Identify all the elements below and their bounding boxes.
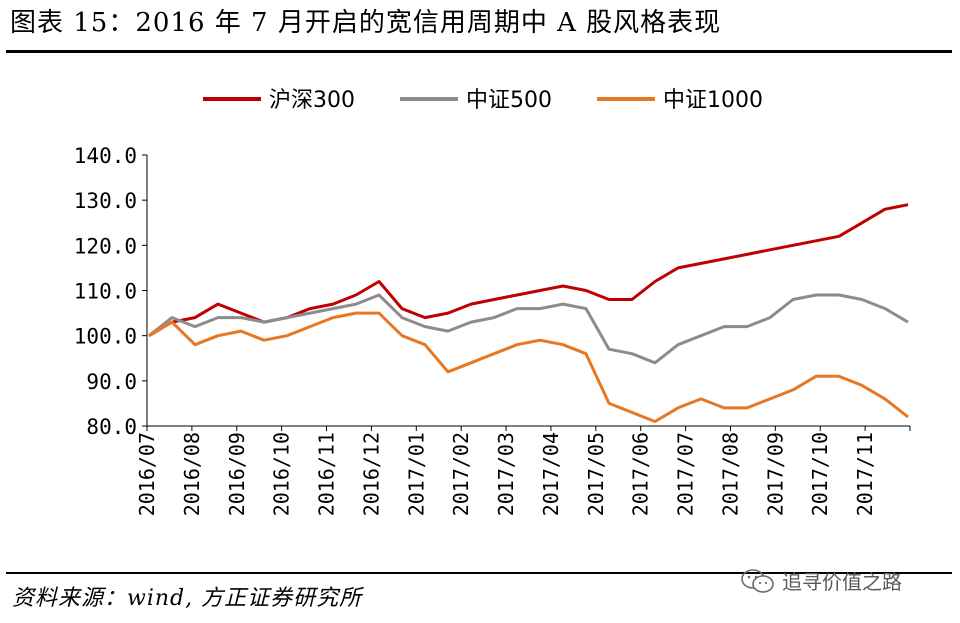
chart-legend: 沪深300 中证500 中证1000 [203,88,763,113]
y-tick-label: 90.0 [86,370,137,394]
title-rule [6,50,952,53]
wechat-icon [741,568,774,593]
x-tick-label: 2017/02 [449,432,473,516]
y-axis: 80.0 90.0 100.0 110.0 120.0 130.0 140.0 [74,144,148,439]
y-tick-label: 120.0 [74,234,137,258]
x-tick-label: 2016/10 [270,432,294,516]
legend-label: 中证500 [466,88,552,113]
series-line-3 [148,311,909,423]
figure-title: 图表 15：2016 年 7 月开启的宽信用周期中 A 股风格表现 [10,8,722,38]
x-tick-label: 2017/06 [629,432,653,516]
x-tick-label: 2017/11 [853,432,877,516]
x-tick-label: 2017/05 [584,432,608,516]
x-tick-label: 2016/08 [180,432,204,516]
watermark: 追寻价值之路 [740,566,902,595]
x-tick-label: 2016/09 [225,432,249,516]
y-tick-label: 80.0 [86,415,137,439]
source-note: 资料来源：wind, 方正证券研究所 [12,586,363,611]
x-tick-label: 2017/04 [539,432,563,516]
x-tick-label: 2017/10 [808,432,832,516]
y-tick-label: 110.0 [74,280,137,304]
series-layer [148,203,909,423]
y-tick-label: 140.0 [74,144,137,168]
source-rule [6,572,952,574]
x-tick-label: 2017/08 [718,432,742,516]
series-line-2 [148,293,909,365]
x-tick-label: 2016/11 [315,432,339,516]
x-axis: 2016/07 2016/08 2016/09 2016/10 2016/11 2016/… [135,425,911,516]
x-tick-label: 2017/07 [674,432,698,516]
y-tick-label: 130.0 [74,189,137,213]
x-tick-label: 2017/01 [404,432,428,516]
x-tick-label: 2017/09 [763,432,787,516]
watermark-text: 追寻价值之路 [782,570,902,594]
x-tick-label: 2016/12 [359,432,383,516]
legend-label: 中证1000 [663,88,763,113]
x-tick-label: 2017/03 [494,432,518,516]
line-chart: 沪深300 中证500 中证1000 80.0 90.0 100.0 110.0 120.0… [74,88,911,516]
legend-label: 沪深300 [269,88,355,113]
y-tick-label: 100.0 [74,325,137,349]
x-tick-label: 2016/07 [135,432,159,516]
series-line-1 [148,203,909,337]
